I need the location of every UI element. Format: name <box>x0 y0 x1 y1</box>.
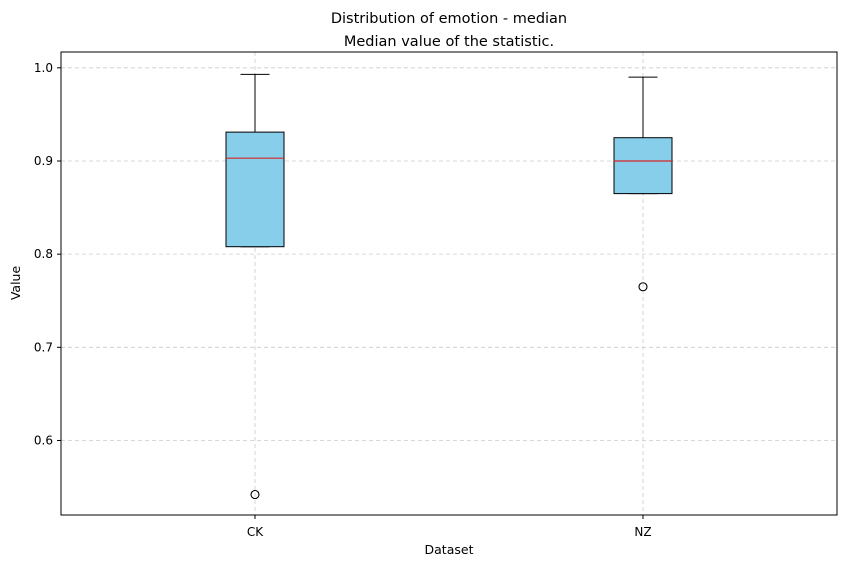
outlier-point <box>250 489 260 500</box>
iqr-box <box>225 131 285 248</box>
outlier-point <box>638 282 648 292</box>
plot-frame <box>60 51 838 516</box>
y-tick-label: 0.9 <box>34 154 53 168</box>
y-tick-label: 0.7 <box>34 340 53 354</box>
x-tick-label: CK <box>247 525 264 539</box>
grid <box>61 52 837 515</box>
iqr-box <box>613 137 673 195</box>
boxplot-ck <box>225 73 285 500</box>
axis-ticks: 0.6 0.7 0.8 0.9 1.0 CK NZ <box>34 61 652 539</box>
y-tick-label: 0.8 <box>34 247 53 261</box>
y-axis-label: Value <box>8 266 23 301</box>
y-tick-label: 0.6 <box>34 433 53 447</box>
x-axis-label: Dataset <box>425 542 474 557</box>
boxplot-nz <box>613 76 673 292</box>
x-tick-label: NZ <box>634 525 651 539</box>
boxplots <box>225 73 673 500</box>
chart-title: Distribution of emotion - median <box>331 11 567 27</box>
y-tick-label: 1.0 <box>34 61 53 75</box>
chart-subtitle: Median value of the statistic. <box>344 34 554 50</box>
